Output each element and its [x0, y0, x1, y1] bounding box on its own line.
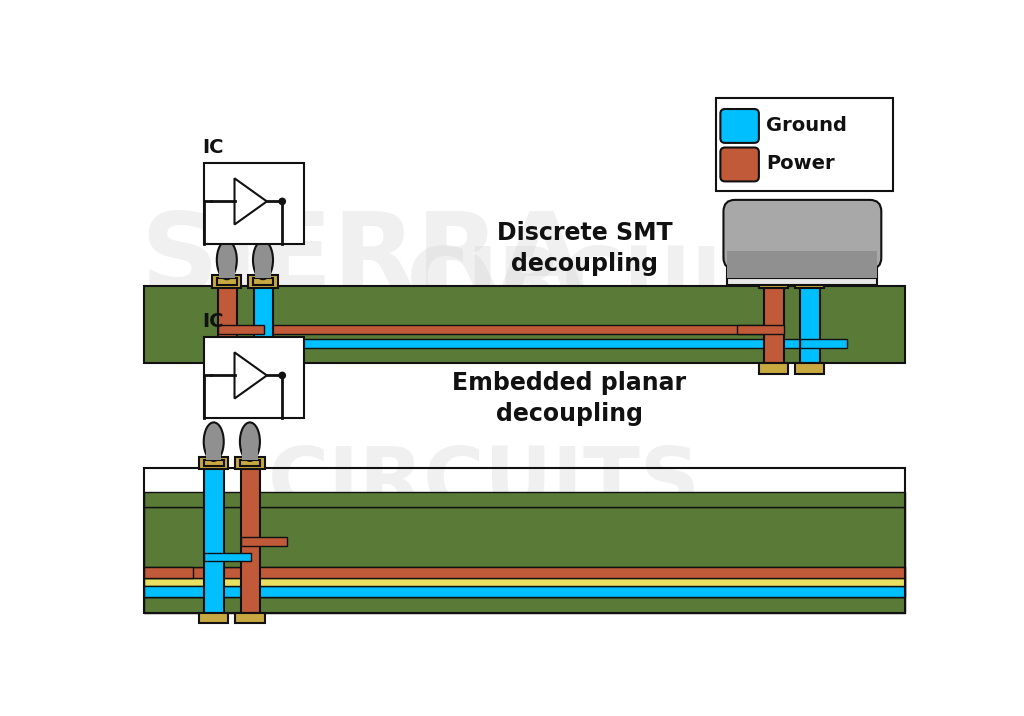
Bar — [764, 286, 783, 363]
Bar — [144, 586, 205, 597]
Bar — [759, 363, 788, 374]
Polygon shape — [234, 352, 267, 399]
FancyBboxPatch shape — [720, 147, 759, 181]
Bar — [727, 251, 878, 279]
Bar — [217, 286, 237, 363]
Polygon shape — [234, 178, 267, 225]
Bar — [144, 507, 905, 567]
Bar — [801, 286, 819, 363]
Bar — [241, 468, 260, 613]
Bar — [144, 492, 905, 507]
Bar — [206, 445, 221, 460]
Text: Ground: Ground — [766, 116, 847, 135]
Bar — [254, 339, 296, 348]
Text: IC: IC — [202, 311, 223, 331]
Bar — [240, 460, 260, 466]
Bar — [204, 460, 223, 466]
Text: IC: IC — [202, 137, 223, 157]
Bar — [236, 457, 264, 470]
Text: Power: Power — [766, 154, 835, 173]
Bar — [217, 279, 237, 284]
Bar — [259, 578, 905, 586]
Bar — [241, 537, 287, 546]
Bar — [204, 337, 304, 418]
Text: CIRCUITS: CIRCUITS — [407, 243, 840, 324]
Bar — [144, 597, 905, 613]
FancyBboxPatch shape — [724, 200, 882, 269]
Bar — [272, 325, 764, 334]
Bar — [259, 567, 905, 578]
Bar — [255, 263, 270, 279]
Bar — [254, 286, 273, 363]
Text: SIERRA: SIERRA — [140, 207, 584, 313]
Bar — [199, 457, 228, 470]
Bar — [217, 325, 264, 334]
Bar — [204, 163, 304, 243]
Bar — [144, 286, 905, 363]
Bar — [801, 339, 847, 348]
FancyBboxPatch shape — [720, 109, 759, 143]
Bar — [212, 276, 242, 288]
Bar — [253, 279, 273, 284]
Bar — [243, 445, 258, 460]
Bar — [199, 613, 228, 624]
Bar — [716, 98, 893, 190]
Bar — [795, 276, 824, 288]
Ellipse shape — [253, 241, 273, 279]
Bar — [219, 263, 234, 279]
Bar — [144, 586, 905, 597]
Bar — [212, 363, 242, 374]
Bar — [249, 363, 278, 374]
Bar — [759, 276, 788, 288]
Text: Discrete SMT
decoupling: Discrete SMT decoupling — [497, 221, 673, 276]
Bar — [144, 567, 905, 578]
Bar — [737, 325, 783, 334]
Ellipse shape — [217, 241, 237, 279]
Text: Embedded planar
decoupling: Embedded planar decoupling — [453, 371, 686, 426]
Ellipse shape — [204, 422, 223, 461]
Bar — [727, 253, 878, 279]
Bar — [205, 468, 223, 613]
Bar — [144, 567, 193, 578]
Ellipse shape — [240, 422, 260, 461]
Bar — [249, 276, 278, 288]
Bar — [236, 613, 264, 624]
Bar — [144, 468, 905, 613]
Bar — [795, 363, 824, 374]
Bar — [727, 277, 878, 284]
Bar — [272, 339, 800, 348]
Circle shape — [279, 198, 286, 205]
Circle shape — [279, 372, 286, 379]
Bar — [144, 578, 905, 586]
Bar — [259, 586, 905, 597]
Bar — [205, 553, 251, 561]
Text: CIRCUITS: CIRCUITS — [268, 442, 701, 523]
